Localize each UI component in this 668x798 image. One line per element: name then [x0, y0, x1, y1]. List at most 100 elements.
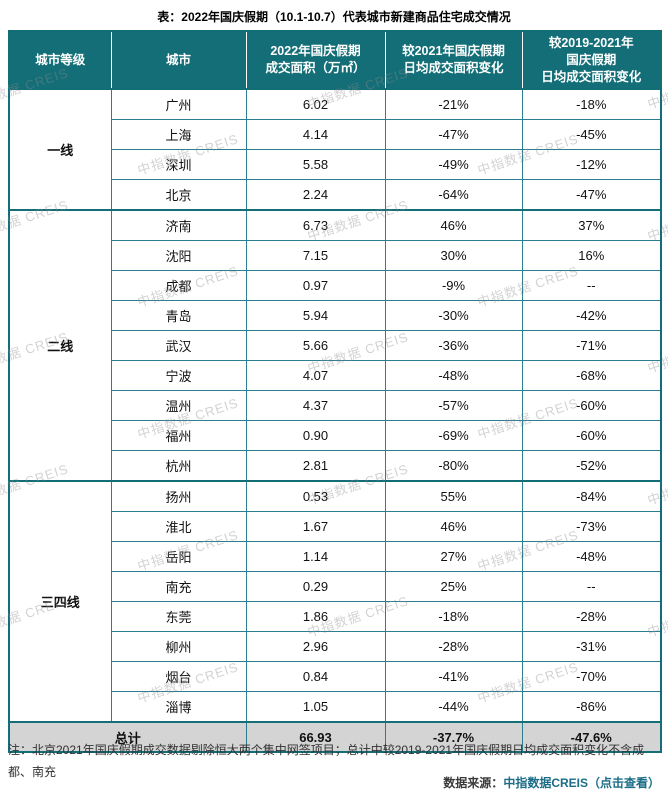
- city-cell: 武汉: [110, 330, 247, 361]
- vs2021-cell: 30%: [384, 240, 523, 271]
- vs2019-2021-cell: -86%: [521, 691, 662, 723]
- area-cell: 6.73: [245, 209, 386, 241]
- city-cell: 杭州: [110, 450, 247, 482]
- vs2019-2021-cell: -60%: [521, 420, 662, 451]
- vs2019-2021-cell: 16%: [521, 240, 662, 271]
- area-cell: 2.96: [245, 631, 386, 662]
- data-source-line: 数据来源：中指数据CREIS（点击查看）: [8, 774, 660, 791]
- area-cell: 1.14: [245, 541, 386, 572]
- table-row: 杭州 2.81 -80% -52%: [9, 450, 662, 482]
- table-row: 沈阳 7.15 30% 16%: [9, 240, 662, 271]
- table-footer: 总计 66.93 -37.7% -47.6%: [8, 721, 662, 753]
- city-cell: 沈阳: [110, 240, 247, 271]
- area-cell: 5.66: [245, 330, 386, 361]
- vs2019-2021-cell: -52%: [521, 450, 662, 482]
- vs2021-cell: -9%: [384, 270, 523, 301]
- area-cell: 0.84: [245, 661, 386, 692]
- data-source-link[interactable]: 中指数据CREIS（点击查看）: [503, 776, 660, 790]
- vs2019-2021-cell: -42%: [521, 300, 662, 331]
- city-cell: 淮北: [110, 511, 247, 542]
- city-cell: 烟台: [110, 661, 247, 692]
- table-row: 北京 2.24 -64% -47%: [9, 179, 662, 211]
- vs2021-cell: 25%: [384, 571, 523, 602]
- tier-label: 二线: [8, 209, 112, 482]
- vs2021-cell: -18%: [384, 601, 523, 632]
- area-cell: 5.58: [245, 149, 386, 180]
- vs2021-cell: 55%: [384, 480, 523, 512]
- table-body: 一线 广州 6.02 -21% -18% 上海 4.14 -47% -45% 深圳 5.58 -49%…: [8, 88, 662, 723]
- housing-transactions-table: 城市等级 城市 2022年国庆假期 成交面积（万㎡） 较2021年国庆假期 日均…: [8, 30, 662, 753]
- city-cell: 上海: [110, 119, 247, 150]
- table-row: 东莞 1.86 -18% -28%: [9, 601, 662, 632]
- area-cell: 4.37: [245, 390, 386, 421]
- table-row: 宁波 4.07 -48% -68%: [9, 360, 662, 391]
- header-area-2022: 2022年国庆假期 成交面积（万㎡）: [245, 31, 385, 90]
- vs2021-cell: 46%: [384, 511, 523, 542]
- vs2021-cell: -48%: [384, 360, 523, 391]
- table-row: 二线 济南 6.73 46% 37%: [8, 209, 662, 482]
- vs2019-2021-cell: -45%: [521, 119, 662, 150]
- area-cell: 2.81: [245, 450, 386, 482]
- vs2019-2021-cell: 37%: [521, 209, 662, 241]
- table-row: 成都 0.97 -9% --: [9, 270, 662, 301]
- area-cell: 0.53: [245, 480, 386, 512]
- city-cell: 温州: [110, 390, 247, 421]
- vs2021-cell: -41%: [384, 661, 523, 692]
- total-vs2019-2021: -47.6%: [521, 721, 662, 753]
- city-cell: 南充: [110, 571, 247, 602]
- table-header: 城市等级 城市 2022年国庆假期 成交面积（万㎡） 较2021年国庆假期 日均…: [9, 31, 661, 90]
- table-row: 淮北 1.67 46% -73%: [9, 511, 662, 542]
- vs2019-2021-cell: -73%: [521, 511, 662, 542]
- area-cell: 0.29: [245, 571, 386, 602]
- area-cell: 0.90: [245, 420, 386, 451]
- table-row: 一线 广州 6.02 -21% -18%: [8, 88, 662, 211]
- area-cell: 6.02: [245, 88, 386, 120]
- city-cell: 北京: [110, 179, 247, 211]
- table-row: 柳州 2.96 -28% -31%: [9, 631, 662, 662]
- area-cell: 2.24: [245, 179, 386, 211]
- area-cell: 7.15: [245, 240, 386, 271]
- vs2019-2021-cell: -47%: [521, 179, 662, 211]
- vs2021-cell: -28%: [384, 631, 523, 662]
- table-row: 南充 0.29 25% --: [9, 571, 662, 602]
- total-vs2021: -37.7%: [384, 721, 523, 753]
- city-cell: 济南: [110, 209, 247, 241]
- vs2021-cell: -36%: [384, 330, 523, 361]
- area-cell: 0.97: [245, 270, 386, 301]
- vs2021-cell: -30%: [384, 300, 523, 331]
- area-cell: 1.67: [245, 511, 386, 542]
- vs2021-cell: -64%: [384, 179, 523, 211]
- vs2019-2021-cell: -48%: [521, 541, 662, 572]
- vs2021-cell: -80%: [384, 450, 523, 482]
- area-cell: 4.14: [245, 119, 386, 150]
- vs2021-cell: -49%: [384, 149, 523, 180]
- vs2019-2021-cell: --: [521, 270, 662, 301]
- vs2019-2021-cell: --: [521, 571, 662, 602]
- vs2019-2021-cell: -18%: [521, 88, 662, 120]
- vs2021-cell: -47%: [384, 119, 523, 150]
- city-cell: 宁波: [110, 360, 247, 391]
- header-city-tier: 城市等级: [9, 31, 111, 90]
- header-change-vs-2021: 较2021年国庆假期 日均成交面积变化: [384, 31, 522, 90]
- city-cell: 成都: [110, 270, 247, 301]
- area-cell: 5.94: [245, 300, 386, 331]
- city-cell: 扬州: [110, 480, 247, 512]
- city-cell: 岳阳: [110, 541, 247, 572]
- vs2019-2021-cell: -60%: [521, 390, 662, 421]
- table-row: 福州 0.90 -69% -60%: [9, 420, 662, 451]
- total-row: 总计 66.93 -37.7% -47.6%: [8, 721, 662, 753]
- city-cell: 淄博: [110, 691, 247, 723]
- table-row: 烟台 0.84 -41% -70%: [9, 661, 662, 692]
- total-area: 66.93: [245, 721, 386, 753]
- vs2019-2021-cell: -71%: [521, 330, 662, 361]
- data-source-label: 数据来源：: [443, 776, 504, 790]
- vs2021-cell: -57%: [384, 390, 523, 421]
- header-city: 城市: [110, 31, 246, 90]
- area-cell: 1.86: [245, 601, 386, 632]
- city-cell: 东莞: [110, 601, 247, 632]
- vs2019-2021-cell: -84%: [521, 480, 662, 512]
- vs2019-2021-cell: -28%: [521, 601, 662, 632]
- page-title: 表：2022年国庆假期（10.1-10.7）代表城市新建商品住宅成交情况: [157, 10, 511, 24]
- vs2019-2021-cell: -12%: [521, 149, 662, 180]
